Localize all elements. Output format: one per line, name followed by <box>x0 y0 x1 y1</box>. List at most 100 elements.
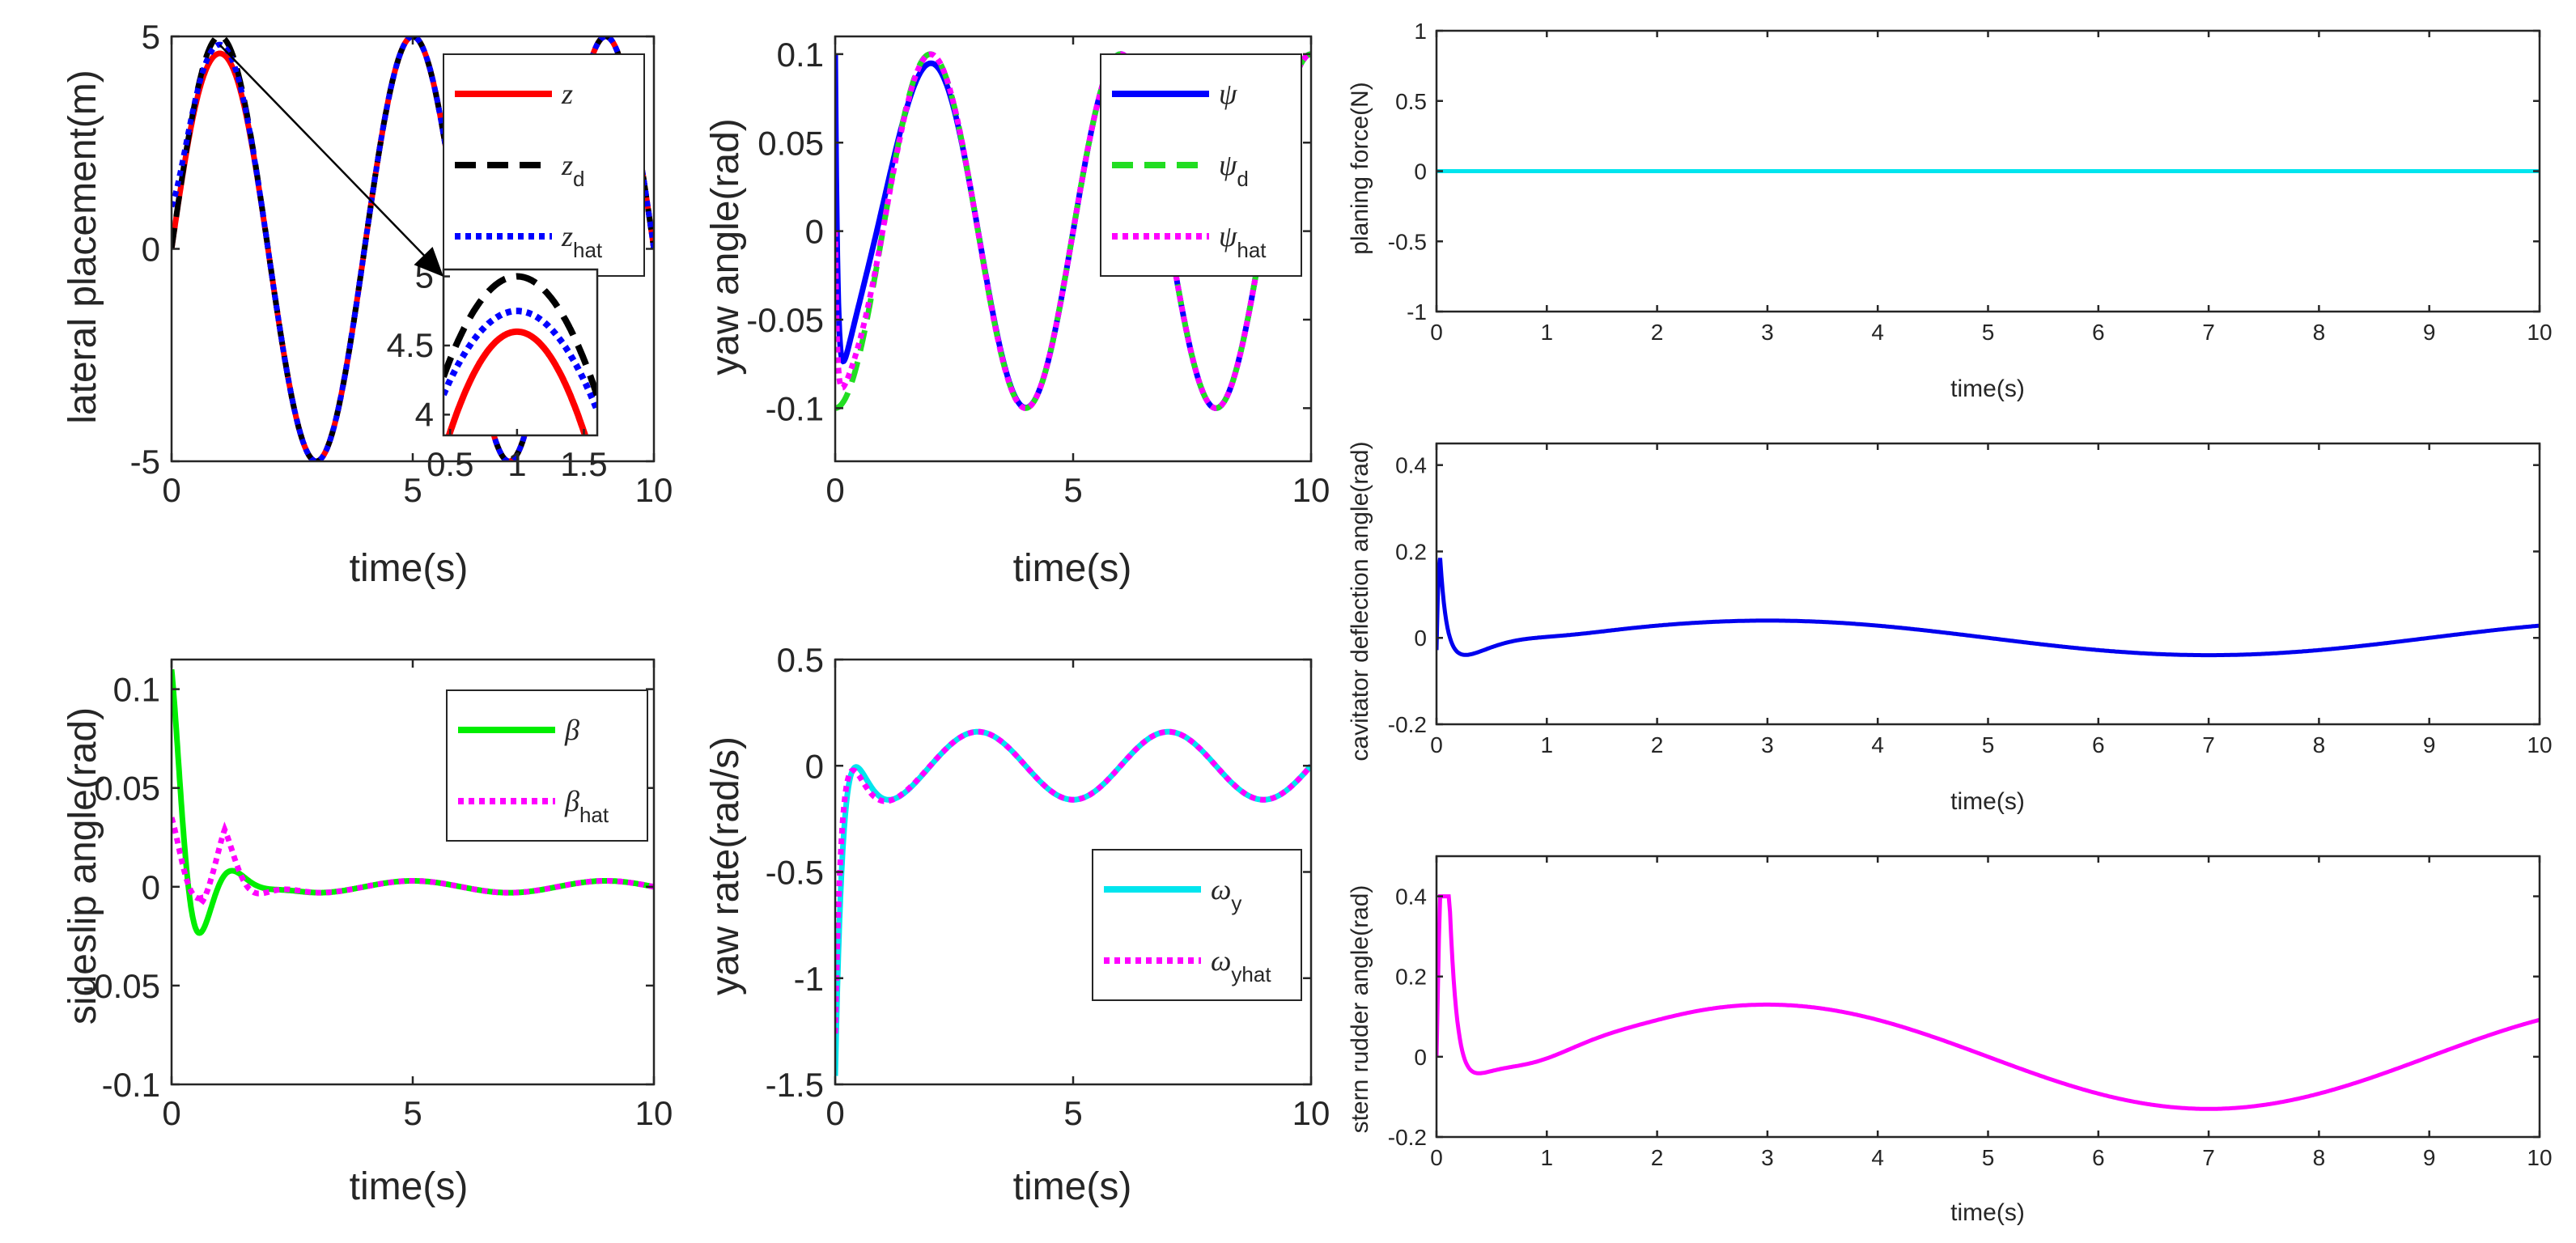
planing-xlabel: time(s) <box>1950 375 2025 402</box>
yaw-ytick-label: 0.1 <box>777 36 824 74</box>
lateral-xtick-label: 0 <box>162 471 180 509</box>
planing-xtick-label: 8 <box>2313 320 2326 345</box>
planing-xtick-label: 0 <box>1430 320 1443 345</box>
sideslip-ytick-label: 0 <box>142 868 160 906</box>
planing-xtick-label: 6 <box>2092 320 2105 345</box>
yaw-ytick-label: -0.05 <box>746 301 824 339</box>
rudder-ylabel: stern rudder angle(rad) <box>1347 885 1373 1134</box>
cavitator-xtick-label: 7 <box>2202 732 2215 757</box>
planing-ytick-label: 0.5 <box>1395 89 1427 114</box>
yawrate-series-yhat-line <box>835 728 1311 1034</box>
inset-series-line <box>443 273 597 397</box>
rudder-xtick-label: 10 <box>2527 1145 2552 1170</box>
rudder-ytick-label: 0 <box>1414 1045 1427 1070</box>
cavitator-xtick-label: 3 <box>1761 732 1774 757</box>
rudder-xtick-label: 2 <box>1651 1145 1664 1170</box>
yaw-legend-label: ψ <box>1219 78 1237 110</box>
sideslip-ylabel: sideslip angle(rad) <box>62 707 104 1025</box>
rudder-plot-area <box>1437 894 2540 1111</box>
sideslip-legend-label: β <box>564 714 579 746</box>
lateral-placement-chart: lateral placement(m) time(s) 0 5 10-505zzd… <box>62 18 673 590</box>
cavitator-plot-area <box>1437 558 2540 658</box>
inset-series-line <box>443 308 597 412</box>
rudder-xtick-label: 6 <box>2092 1145 2105 1170</box>
yaw-ytick-label: 0 <box>805 213 824 251</box>
planing-ytick-label: 0 <box>1414 159 1427 185</box>
yawrate-ytick-label: -1.5 <box>766 1066 824 1104</box>
yaw-xtick-label: 0 <box>825 471 844 509</box>
rudder-xtick-label: 1 <box>1541 1145 1554 1170</box>
yawrate-plot-area <box>835 728 1311 1076</box>
yawrate-ylabel: yaw rate(rad/s) <box>704 736 747 995</box>
cavitator-xtick-label: 9 <box>2423 732 2436 757</box>
cavitator-ylabel: cavitator deflection angle(rad) <box>1347 441 1373 761</box>
stern-rudder-chart: stern rudder angle(rad) time(s) 0 1 2 3 4 5 6 7… <box>1347 855 2553 1226</box>
cavitator-xtick-label: 4 <box>1871 732 1884 757</box>
cavitator-ytick-label: -0.2 <box>1388 712 1427 737</box>
yaw-series-hat-line <box>835 51 1311 411</box>
cavitator-ytick-label: 0.2 <box>1395 539 1427 564</box>
yawrate-xlabel: time(s) <box>1013 1165 1132 1208</box>
cavitator-xtick-label: 0 <box>1430 732 1443 757</box>
cavitator-ytick-label: 0.4 <box>1395 453 1427 478</box>
zoom-arrow-head-icon <box>414 246 443 277</box>
rudder-ytick-label: -0.2 <box>1388 1125 1427 1150</box>
planing-ytick-label: 1 <box>1414 19 1427 44</box>
cavitator-xtick-label: 10 <box>2527 732 2552 757</box>
yaw-ytick-label: -0.1 <box>766 389 824 427</box>
lateral-ytick-label: -5 <box>130 443 160 481</box>
yawrate-xtick-label: 5 <box>1063 1094 1082 1132</box>
sideslip-series-hat-line <box>172 817 654 911</box>
yawrate-ytick-label: -0.5 <box>766 854 824 892</box>
rudder-xtick-label: 4 <box>1871 1145 1884 1170</box>
sideslip-ytick-label: 0.05 <box>94 770 160 808</box>
lateral-xtick-label: 5 <box>403 471 422 509</box>
cavitator-xtick-label: 6 <box>2092 732 2105 757</box>
rudder-xtick-label: 9 <box>2423 1145 2436 1170</box>
yawrate-ytick-label: 0 <box>805 747 824 785</box>
sideslip-ytick-label: 0.1 <box>113 671 160 709</box>
inset-xtick-label: 1.5 <box>560 445 607 483</box>
planing-ytick-label: -0.5 <box>1388 229 1427 254</box>
yawrate-xtick-label: 0 <box>825 1094 844 1132</box>
yaw-xtick-label: 10 <box>1292 471 1330 509</box>
yaw-xtick-label: 5 <box>1063 471 1082 509</box>
planing-xtick-label: 5 <box>1982 320 1995 345</box>
sideslip-angle-chart: sideslip angle(rad) time(s) 0 5 10 -0.1 -0.0… <box>62 658 673 1208</box>
planing-ytick-label: -1 <box>1407 299 1427 325</box>
rudder-xlabel: time(s) <box>1950 1199 2025 1226</box>
lateral-series-hat-line <box>172 36 654 461</box>
inset-ytick-label: 4.5 <box>387 326 434 364</box>
inset-series-line <box>445 328 589 435</box>
rudder-xtick-label: 5 <box>1982 1145 1995 1170</box>
cavitator-axes-box <box>1435 442 2541 726</box>
cavitator-deflection-chart: cavitator deflection angle(rad) time(s) … <box>1347 441 2553 815</box>
planing-xtick-label: 7 <box>2202 320 2215 345</box>
planing-xtick-label: 3 <box>1761 320 1774 345</box>
sideslip-ytick-label: -0.1 <box>102 1066 160 1104</box>
yaw-plot-area <box>835 51 1311 411</box>
planing-xtick-label: 2 <box>1651 320 1664 345</box>
cavitator-xtick-label: 2 <box>1651 732 1664 757</box>
rudder-xtick-label: 8 <box>2313 1145 2326 1170</box>
lateral-inset: 0.5 1 1.544.55 <box>219 44 608 483</box>
rudder-series-main-line <box>1437 894 2540 1111</box>
planing-xtick-label: 10 <box>2527 320 2552 345</box>
yaw-ylabel: yaw angle(rad) <box>704 118 747 375</box>
lateral-legend-label: z <box>561 78 573 110</box>
rudder-xtick-label: 3 <box>1761 1145 1774 1170</box>
planing-ylabel: planing force(N) <box>1347 82 1373 254</box>
planing-xtick-label: 4 <box>1871 320 1884 345</box>
yaw-ytick-label: 0.05 <box>758 124 824 162</box>
inset-ytick-label: 4 <box>415 395 434 433</box>
lateral-ylabel: lateral placement(m) <box>62 70 104 423</box>
rudder-ytick-label: 0.4 <box>1395 885 1427 910</box>
inset-axes-box <box>442 268 599 437</box>
planing-xtick-label: 1 <box>1541 320 1554 345</box>
cavitator-xtick-label: 8 <box>2313 732 2326 757</box>
zoom-arrow-line <box>219 44 435 266</box>
cavitator-xlabel: time(s) <box>1950 788 2025 815</box>
sideslip-ytick-label: -0.05 <box>83 967 160 1005</box>
